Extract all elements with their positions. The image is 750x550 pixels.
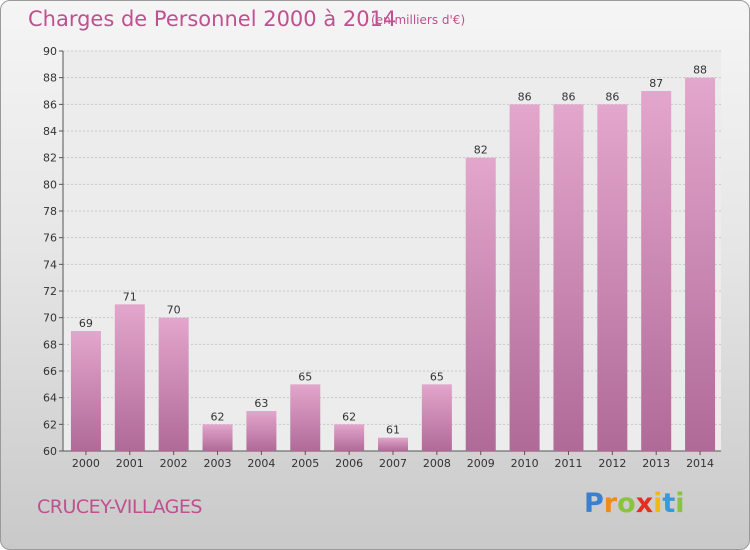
x-tick-label: 2000 (72, 457, 100, 470)
y-tick-label: 74 (43, 258, 57, 271)
logo-letter: r (603, 488, 618, 519)
bar-value-label: 87 (649, 77, 663, 90)
bar (378, 437, 408, 451)
bar (641, 91, 672, 451)
bar (509, 104, 540, 451)
bar (158, 317, 189, 451)
y-tick-label: 78 (43, 205, 57, 218)
y-tick-label: 66 (43, 365, 57, 378)
logo-letter: i (653, 488, 663, 519)
bar-value-label: 86 (561, 90, 575, 103)
proxiti-logo: Proxiti (584, 488, 685, 519)
bar (685, 77, 716, 452)
logo-letter: i (675, 488, 685, 519)
x-tick-label: 2010 (511, 457, 539, 470)
bar-value-label: 62 (342, 410, 356, 423)
y-tick-label: 80 (43, 178, 57, 191)
bar-value-label: 71 (123, 290, 137, 303)
logo-letter: o (617, 488, 636, 519)
commune-name: CRUCEY-VILLAGES (37, 496, 202, 518)
logo-letter: t (662, 488, 676, 519)
bar-value-label: 61 (386, 424, 400, 437)
bar (421, 384, 452, 451)
bar-value-label: 65 (298, 370, 312, 383)
y-tick-label: 82 (43, 152, 57, 165)
bar (246, 411, 277, 451)
y-tick-label: 90 (43, 45, 57, 58)
x-tick-label: 2001 (116, 457, 144, 470)
bar-value-label: 82 (474, 144, 488, 157)
bar-value-label: 69 (79, 317, 93, 330)
bar-value-label: 88 (693, 64, 707, 77)
y-tick-label: 76 (43, 232, 57, 245)
y-tick-label: 72 (43, 285, 57, 298)
logo-letter: x (635, 488, 654, 519)
y-tick-label: 62 (43, 418, 57, 431)
x-tick-label: 2012 (598, 457, 626, 470)
bar (70, 331, 101, 451)
bar-value-label: 65 (430, 370, 444, 383)
chart-title: Charges de Personnel 2000 à 2014 (28, 7, 397, 31)
x-tick-label: 2013 (642, 457, 670, 470)
chart-subtitle: (en milliers d'€) (371, 13, 466, 27)
x-tick-label: 2004 (247, 457, 275, 470)
bar (465, 157, 496, 451)
bar-value-label: 62 (211, 410, 225, 423)
y-tick-label: 64 (43, 392, 57, 405)
bar-value-label: 70 (167, 304, 181, 317)
x-tick-label: 2007 (379, 457, 407, 470)
x-tick-label: 2008 (423, 457, 451, 470)
y-tick-label: 88 (43, 72, 57, 85)
y-tick-label: 70 (43, 312, 57, 325)
x-tick-label: 2006 (335, 457, 363, 470)
x-tick-label: 2014 (686, 457, 714, 470)
bar (334, 424, 365, 451)
y-tick-label: 60 (43, 445, 57, 458)
y-tick-label: 86 (43, 98, 57, 111)
logo-letter: P (584, 488, 604, 519)
x-tick-label: 2009 (467, 457, 495, 470)
y-tick-label: 68 (43, 338, 57, 351)
bar-value-label: 86 (605, 90, 619, 103)
bar (553, 104, 584, 451)
bar (290, 384, 321, 451)
x-tick-label: 2005 (291, 457, 319, 470)
bar-value-label: 86 (518, 90, 532, 103)
bar (114, 304, 145, 451)
x-tick-label: 2002 (160, 457, 188, 470)
y-tick-label: 84 (43, 125, 57, 138)
bar-value-label: 63 (254, 397, 268, 410)
bar (202, 424, 233, 451)
x-tick-label: 2011 (554, 457, 582, 470)
bar (597, 104, 628, 451)
x-tick-label: 2003 (204, 457, 232, 470)
